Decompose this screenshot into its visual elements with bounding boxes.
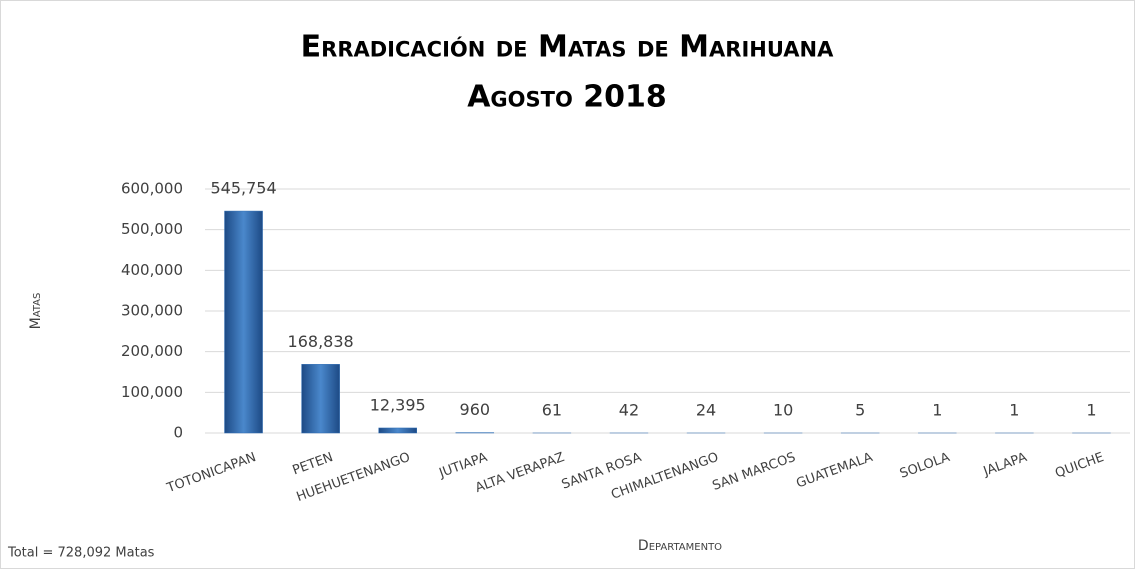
x-axis-label: Departamento	[638, 538, 722, 554]
value-label: 42	[619, 400, 639, 419]
bar	[301, 364, 340, 434]
y-tick-label: 200,000	[121, 342, 183, 360]
y-tick-label: 300,000	[121, 302, 183, 320]
value-label: 960	[460, 400, 491, 419]
value-label: 1	[1086, 400, 1096, 419]
value-label: 24	[696, 400, 716, 419]
chart-title: Erradicación de Matas de Marihuana	[301, 30, 834, 65]
value-label: 61	[542, 400, 562, 419]
value-label: 5	[855, 400, 865, 419]
y-tick-label: 100,000	[121, 383, 183, 401]
y-axis-label: Matas	[28, 293, 44, 330]
chart-subtitle: Agosto 2018	[467, 80, 667, 115]
y-tick-label: 600,000	[121, 180, 183, 198]
y-tick-label: 0	[173, 424, 183, 442]
value-label: 545,754	[210, 179, 276, 198]
value-label: 1	[932, 400, 942, 419]
value-label: 168,838	[288, 332, 354, 351]
value-label: 10	[773, 400, 793, 419]
y-tick-label: 400,000	[121, 261, 183, 279]
value-label: 12,395	[370, 395, 426, 414]
bar	[224, 210, 263, 434]
bar	[378, 427, 417, 434]
annotation: Total = 728,092 Matas	[7, 546, 155, 561]
y-tick-label: 500,000	[121, 220, 183, 238]
value-label: 1	[1009, 400, 1019, 419]
